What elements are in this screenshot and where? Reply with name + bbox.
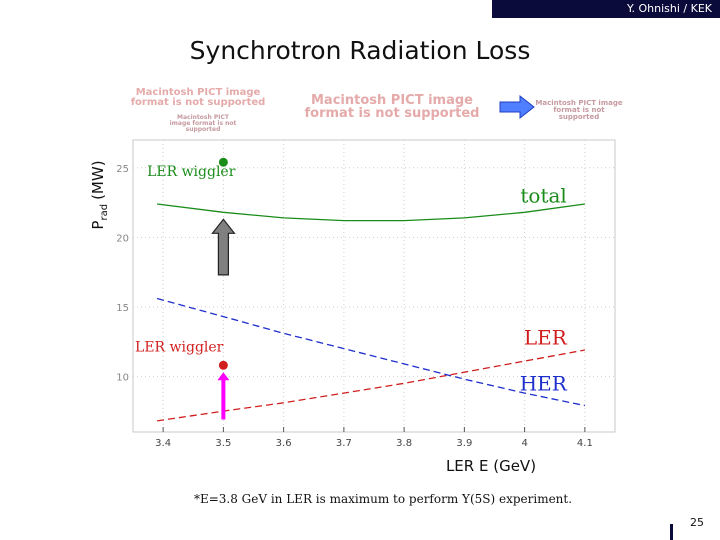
x-tick-label: 3.4 xyxy=(155,438,171,449)
arrow-gray-up-icon xyxy=(211,218,236,276)
y-tick-label: 20 xyxy=(116,233,129,244)
x-tick-label: 4.1 xyxy=(577,438,593,449)
slide-title: Synchrotron Radiation Loss xyxy=(189,36,531,65)
x-tick-label: 3.8 xyxy=(396,438,412,449)
slide-number: 25 xyxy=(690,516,704,529)
pict-arrow-icon xyxy=(499,94,535,120)
svg-text:Prad(MW): Prad (MW) xyxy=(89,160,110,229)
y-tick-label: 10 xyxy=(116,372,129,383)
annotation-ler-wiggler-green: LER wiggler xyxy=(147,164,236,180)
pict-placeholder-c: Macintosh PICT image format is not suppo… xyxy=(304,93,480,121)
annotation-her: HER xyxy=(520,371,568,395)
pict-placeholder-a: Macintosh PICT image format is not suppo… xyxy=(130,87,266,108)
x-tick-label: 3.9 xyxy=(456,438,472,449)
author-label: Y. Ohnishi / KEK xyxy=(627,2,712,15)
annotation-total: total xyxy=(520,184,566,208)
x-tick-label: 3.5 xyxy=(215,438,231,449)
y-tick-label: 15 xyxy=(116,303,129,314)
pict-placeholder-b: Macintosh PICT image format is not suppo… xyxy=(169,114,237,133)
x-tick-label: 4 xyxy=(521,438,527,449)
pict-placeholder-d: Macintosh PICT image format is not suppo… xyxy=(535,99,623,121)
annotation-ler-wiggler-red: LER wiggler xyxy=(135,339,224,355)
y-axis-label: Prad (MW) xyxy=(89,160,110,229)
x-tick-label: 3.6 xyxy=(276,438,292,449)
markers-group xyxy=(211,157,236,420)
annotation-ler: LER xyxy=(524,325,568,349)
y-ticks: 10 15 20 25 xyxy=(116,164,129,384)
series-ler-line xyxy=(157,349,586,422)
series-total-line xyxy=(157,203,585,222)
footnote: *E=3.8 GeV in LER is maximum to perform … xyxy=(193,492,573,506)
y-tick-label: 25 xyxy=(116,164,129,175)
y-axis-label-main: P xyxy=(89,221,107,230)
footer-mark xyxy=(670,524,673,540)
header-bar: Y. Ohnishi / KEK xyxy=(492,0,720,18)
arrow-magenta-up-icon xyxy=(217,372,230,381)
y-axis-label-sub: rad xyxy=(99,204,110,221)
plot-frame xyxy=(132,139,616,433)
grid xyxy=(133,140,615,432)
series-group xyxy=(156,203,586,422)
y-axis-label-unit: (MW) xyxy=(89,160,107,199)
series-her-line xyxy=(156,297,586,407)
point-green xyxy=(218,157,228,167)
x-tick-label: 3.7 xyxy=(336,438,352,449)
point-red xyxy=(218,360,228,370)
annotations-group: total LER HER LER wiggler LER wiggler xyxy=(135,164,568,395)
x-ticks: 3.4 3.5 3.6 3.7 3.8 3.9 4 4.1 xyxy=(155,438,593,449)
x-axis-label: LER E (GeV) xyxy=(446,457,536,475)
